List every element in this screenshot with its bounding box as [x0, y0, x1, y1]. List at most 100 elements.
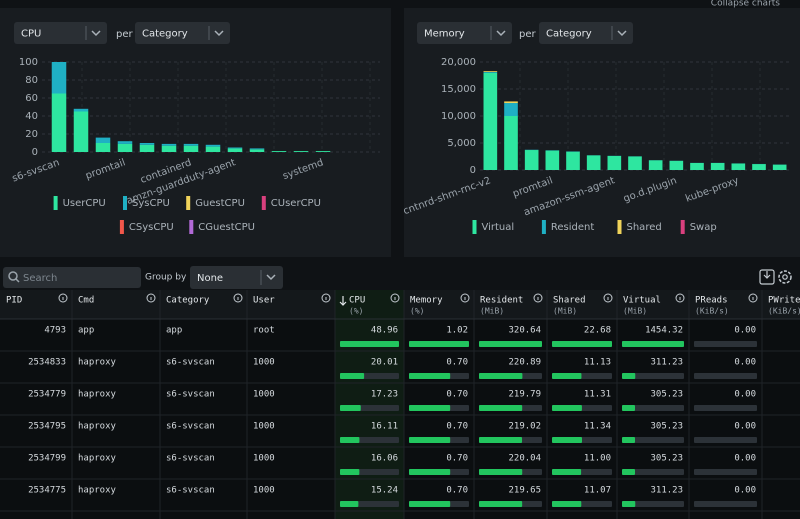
cell: 0.00 [734, 454, 756, 464]
cell-bar [622, 501, 636, 507]
select[interactable] [14, 22, 107, 44]
bar-segment [607, 155, 622, 170]
cell-bar [409, 405, 451, 411]
cell: 219.79 [508, 390, 541, 400]
y-tick-label: 10,000 [441, 111, 476, 122]
bar-segment [95, 143, 111, 152]
cell: 0.00 [734, 390, 756, 400]
bar-segment [249, 148, 265, 150]
bar-track [694, 437, 757, 443]
cell-bar [552, 437, 582, 443]
table: PID Cmd Category User CPU(%)Memory(%)Residen… [0, 290, 800, 519]
column-unit: (KiB/s) [695, 307, 729, 316]
cell: 4793 [44, 326, 66, 336]
select-caret [496, 30, 506, 37]
bar-segment [524, 150, 539, 170]
select-caret [214, 30, 224, 37]
cell: 0.00 [734, 486, 756, 496]
cell: 20.01 [371, 358, 398, 368]
column-header: PID [6, 296, 22, 306]
cell-bar [340, 341, 399, 347]
select-caret [266, 274, 276, 281]
info-icon [675, 293, 685, 303]
search-box[interactable] [3, 267, 141, 288]
search-icon [15, 278, 20, 283]
cell: 16.11 [371, 422, 398, 432]
bar-track [694, 341, 757, 347]
select-value: Category [142, 29, 188, 40]
cell: 11.13 [584, 358, 611, 368]
cell: 220.04 [508, 454, 541, 464]
cell: 0.70 [446, 454, 468, 464]
legend-label: Swap [690, 222, 717, 233]
cell: 0.00 [734, 358, 756, 368]
collapse-charts-link[interactable]: Collapse charts [711, 0, 781, 9]
cell-bar [622, 405, 636, 411]
cell: 11.07 [584, 486, 611, 496]
cell-bar [552, 501, 582, 507]
cell: haproxy [78, 390, 117, 400]
y-tick-label: 80 [25, 75, 38, 86]
cell: s6-svscan [166, 390, 215, 400]
legend-swatch [123, 196, 127, 210]
cell: 0.70 [446, 422, 468, 432]
bar-segment [73, 108, 89, 112]
group-by-label: Group by [145, 273, 187, 283]
bar-segment [586, 155, 601, 170]
cell: 320.64 [508, 326, 541, 336]
legend-label: Resident [551, 222, 594, 233]
bar-segment [566, 151, 580, 170]
bar-track [622, 373, 684, 379]
bar-track [622, 405, 684, 411]
cell: 311.23 [650, 358, 683, 368]
legend-label: UserCPU [63, 198, 106, 209]
select[interactable] [417, 22, 512, 44]
bar-segment [161, 143, 177, 146]
settings-button[interactable] [778, 270, 792, 284]
column-header: PReads [695, 296, 728, 306]
bar-segment [293, 151, 309, 152]
bar-segment [772, 164, 787, 170]
cell: 2534779 [28, 390, 66, 400]
bar-segment [51, 93, 67, 152]
download-icon [759, 269, 775, 285]
cell: 16.06 [371, 454, 398, 464]
download-button[interactable] [759, 269, 775, 285]
cell: 1.02 [446, 326, 468, 336]
bar-segment [710, 162, 725, 170]
select[interactable] [135, 22, 230, 44]
cell: 17.23 [371, 390, 398, 400]
column-header: Virtual [623, 296, 661, 306]
bar-segment [139, 143, 155, 145]
cell-bar [409, 437, 451, 443]
search-icon [8, 271, 18, 281]
settings-icon [778, 270, 792, 284]
bar-segment [227, 148, 243, 152]
sorted-column-bg [335, 290, 404, 519]
bar-segment [51, 62, 67, 94]
legend-label: Shared [627, 222, 662, 233]
cell-bar [479, 501, 523, 507]
cell-bar [409, 341, 469, 347]
y-tick-label: 0 [32, 147, 38, 158]
cell: haproxy [78, 422, 117, 432]
legend-label: GuestCPU [195, 198, 245, 209]
bar-segment [95, 137, 111, 143]
cell: s6-svscan [166, 486, 215, 496]
group-by-select[interactable] [190, 266, 283, 289]
cell-bar [622, 469, 636, 475]
cell-bar [340, 469, 360, 475]
cell-bar [622, 341, 684, 347]
y-tick-label: 15,000 [441, 84, 476, 95]
cell-bar [479, 437, 523, 443]
cell: 2534775 [28, 486, 66, 496]
cell: s6-svscan [166, 422, 215, 432]
cell: 305.23 [650, 422, 683, 432]
y-tick-label: 0 [470, 165, 476, 176]
search-placeholder: Search [23, 273, 57, 284]
bar-segment [483, 72, 498, 170]
cell-bar [340, 437, 360, 443]
select[interactable] [539, 22, 633, 44]
cell: 1000 [253, 486, 275, 496]
cell-bar [552, 341, 612, 347]
